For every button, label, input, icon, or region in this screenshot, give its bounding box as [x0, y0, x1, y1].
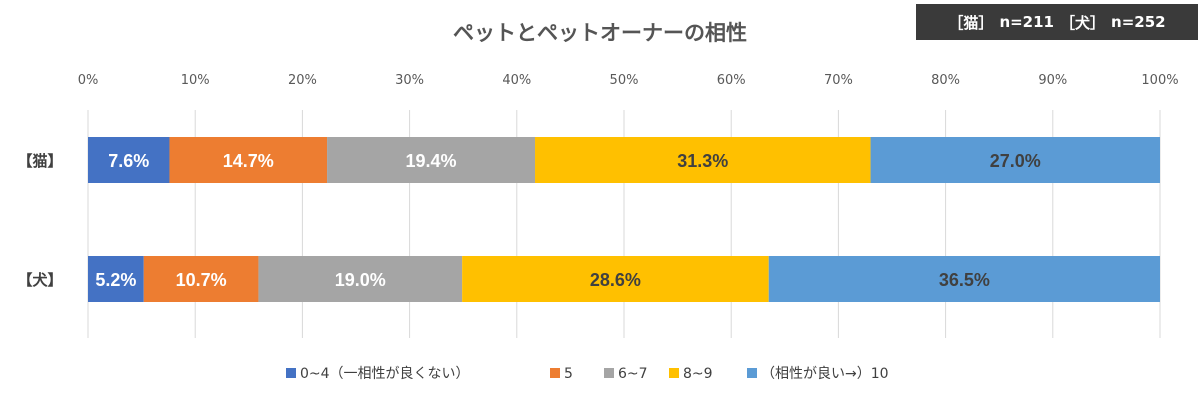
data-label: 28.6% — [590, 270, 641, 290]
bar-segment — [462, 256, 769, 302]
legend-swatch — [604, 368, 614, 378]
x-tick-label: 0% — [78, 73, 99, 88]
data-label: 7.6% — [108, 151, 149, 171]
legend-swatch — [669, 368, 679, 378]
x-tick-label: 30% — [395, 73, 424, 88]
cat-sample-size: n=211 — [999, 13, 1054, 31]
legend-label: 6~7 — [618, 366, 648, 382]
bar-segment — [535, 137, 871, 183]
bar-segment — [88, 256, 144, 302]
x-tick-label: 20% — [288, 73, 317, 88]
x-tick-label: 70% — [824, 73, 853, 88]
data-label: 27.0% — [990, 151, 1041, 171]
data-label: 19.4% — [406, 151, 457, 171]
data-label: 10.7% — [176, 270, 227, 290]
bar-segment — [768, 256, 1160, 302]
legend-swatch — [747, 368, 757, 378]
data-label: 19.0% — [335, 270, 386, 290]
legend-label: 5 — [564, 366, 573, 382]
chart-title: ペットとペットオーナーの相性 — [453, 21, 747, 45]
bar-segment — [143, 256, 259, 302]
x-tick-label: 40% — [502, 73, 531, 88]
bar-segment — [88, 137, 170, 183]
legend-swatch — [550, 368, 560, 378]
legend-swatch — [286, 368, 296, 378]
bar-segment — [327, 137, 536, 183]
x-tick-label: 10% — [181, 73, 210, 88]
data-label: 14.7% — [223, 151, 274, 171]
category-label: 【猫】 — [17, 152, 62, 170]
bar-segment — [169, 137, 328, 183]
x-tick-label: 90% — [1038, 73, 1067, 88]
x-tick-label: 100% — [1141, 73, 1178, 88]
x-tick-label: 60% — [717, 73, 746, 88]
bar-segment — [870, 137, 1160, 183]
bar-segment — [258, 256, 463, 302]
legend-label: （相性が良い→）10 — [761, 366, 889, 382]
cat-sample-label: ［猫］ — [948, 13, 994, 32]
x-tick-label: 80% — [931, 73, 960, 88]
data-label: 31.3% — [677, 151, 728, 171]
category-label: 【犬】 — [17, 271, 62, 289]
data-label: 36.5% — [939, 270, 990, 290]
x-tick-label: 50% — [610, 73, 639, 88]
dog-sample-label: ［犬］ — [1060, 13, 1106, 32]
legend-label: 0~4（一相性が良くない） — [300, 366, 470, 382]
dog-sample-size: n=252 — [1111, 13, 1166, 31]
data-label: 5.2% — [95, 270, 136, 290]
sample-size-badge: ［猫］ n=211 ［犬］ n=252 — [916, 4, 1198, 40]
legend-label: 8~9 — [683, 366, 713, 382]
